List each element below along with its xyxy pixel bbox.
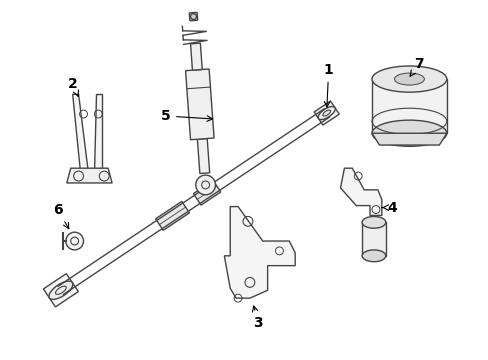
Text: 1: 1 [323,63,333,107]
Ellipse shape [371,66,446,92]
Ellipse shape [318,107,335,120]
Polygon shape [67,168,112,183]
Ellipse shape [394,73,424,85]
Text: 2: 2 [68,77,78,96]
Polygon shape [73,94,88,173]
Polygon shape [155,201,189,230]
Text: 4: 4 [382,201,397,215]
Polygon shape [185,69,214,140]
Polygon shape [224,207,295,298]
Text: 3: 3 [252,306,262,330]
Ellipse shape [362,216,385,228]
Polygon shape [43,274,78,307]
Polygon shape [313,101,339,125]
Polygon shape [340,168,381,215]
Ellipse shape [371,120,446,146]
Ellipse shape [362,250,385,262]
Circle shape [195,175,215,195]
Circle shape [190,14,196,19]
Polygon shape [94,94,102,173]
Circle shape [66,232,83,250]
Text: 6: 6 [53,203,69,229]
Polygon shape [193,180,220,205]
Ellipse shape [49,281,73,300]
Polygon shape [371,133,446,145]
Polygon shape [371,79,446,133]
Polygon shape [197,139,209,174]
Polygon shape [189,12,197,21]
Polygon shape [190,43,202,70]
Text: 5: 5 [161,109,212,123]
Text: 7: 7 [409,57,423,76]
Polygon shape [362,222,385,256]
